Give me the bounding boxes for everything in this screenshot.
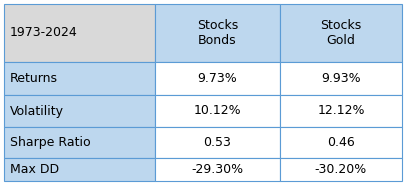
Bar [155, 158, 279, 181]
Bar [155, 95, 279, 127]
Bar [155, 4, 279, 62]
Text: Stocks
Gold: Stocks Gold [320, 19, 361, 47]
Bar [279, 95, 401, 127]
Bar [4, 158, 155, 181]
Text: 9.93%: 9.93% [320, 72, 360, 85]
Bar [4, 127, 155, 158]
Text: 9.73%: 9.73% [197, 72, 237, 85]
Bar [279, 62, 401, 95]
Text: Volatility: Volatility [10, 105, 64, 118]
Text: Sharpe Ratio: Sharpe Ratio [10, 136, 90, 149]
Bar [279, 127, 401, 158]
Text: 0.53: 0.53 [203, 136, 231, 149]
Bar [279, 4, 401, 62]
Text: Stocks
Bonds: Stocks Bonds [196, 19, 238, 47]
Text: -30.20%: -30.20% [314, 163, 366, 176]
Bar [4, 62, 155, 95]
Text: 12.12%: 12.12% [316, 105, 364, 118]
Bar [4, 4, 155, 62]
Bar [4, 95, 155, 127]
Bar [279, 158, 401, 181]
Bar [155, 62, 279, 95]
Text: 10.12%: 10.12% [193, 105, 241, 118]
Text: 1973-2024: 1973-2024 [10, 26, 78, 40]
Text: -29.30%: -29.30% [191, 163, 243, 176]
Bar [155, 127, 279, 158]
Text: Max DD: Max DD [10, 163, 59, 176]
Text: 0.46: 0.46 [326, 136, 354, 149]
Text: Returns: Returns [10, 72, 58, 85]
